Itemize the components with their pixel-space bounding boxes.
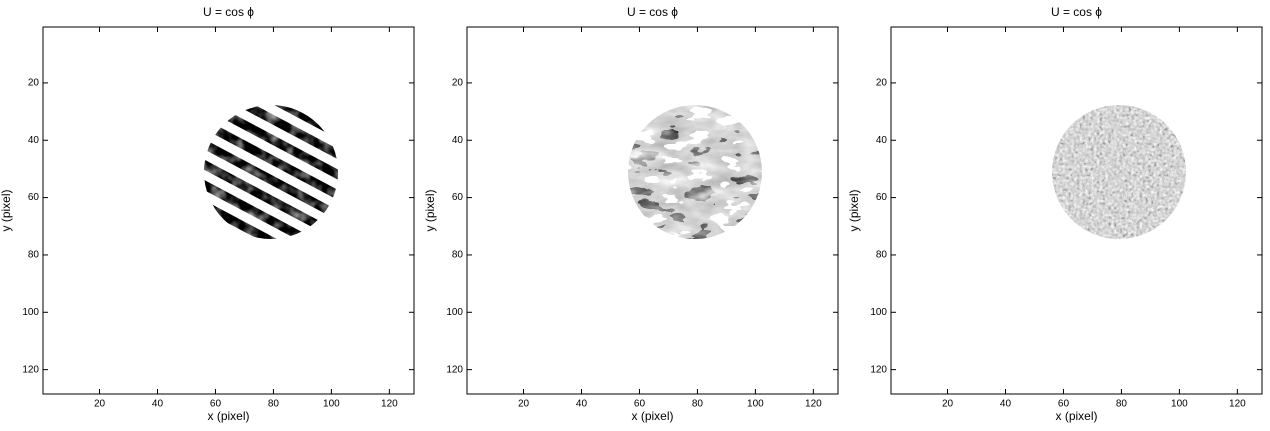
y-tick-label: 40 [452,135,464,146]
y-axis-label: y (pixel) [847,189,861,231]
y-tick-label: 60 [452,192,464,203]
x-tick-label: 60 [1058,399,1070,410]
disk-image [628,105,762,239]
x-axis-label: x (pixel) [1055,409,1097,423]
x-tick-label: 100 [747,399,764,410]
x-tick-label: 20 [94,399,106,410]
y-tick-label: 40 [28,135,40,146]
axes-box [466,26,839,395]
x-tick-label: 80 [1116,399,1128,410]
y-tick-label: 80 [28,250,40,261]
axes-box [890,26,1263,395]
x-tick-label: 20 [518,399,530,410]
disk-image [204,105,338,239]
axes-box [42,26,415,395]
x-tick-label: 100 [323,399,340,410]
chart-title: U = cos ϕ [627,5,678,19]
y-tick-label: 20 [28,78,40,89]
y-axis-label: y (pixel) [0,189,13,231]
x-tick-label: 100 [1171,399,1188,410]
x-tick-label: 120 [805,399,822,410]
y-axis-label: y (pixel) [423,189,437,231]
y-tick-label: 20 [876,78,888,89]
y-tick-label: 60 [28,192,40,203]
y-tick-label: 100 [870,307,887,318]
y-tick-label: 120 [22,364,39,375]
x-tick-label: 80 [268,399,280,410]
x-tick-label: 120 [1229,399,1246,410]
y-tick-label: 120 [446,364,463,375]
x-tick-label: 40 [152,399,164,410]
y-tick-label: 100 [446,307,463,318]
x-tick-label: 40 [576,399,588,410]
x-tick-label: 120 [381,399,398,410]
x-tick-label: 60 [634,399,646,410]
y-tick-label: 120 [870,364,887,375]
y-tick-label: 80 [452,250,464,261]
disk-image [1052,105,1186,239]
x-tick-label: 80 [692,399,704,410]
x-tick-label: 20 [942,399,954,410]
y-tick-label: 40 [876,135,888,146]
x-tick-label: 60 [210,399,222,410]
x-tick-label: 40 [1000,399,1012,410]
y-tick-label: 100 [22,307,39,318]
x-axis-label: x (pixel) [207,409,249,423]
chart-title: U = cos ϕ [203,5,254,19]
y-tick-label: 80 [876,250,888,261]
y-tick-label: 20 [452,78,464,89]
chart-title: U = cos ϕ [1051,5,1102,19]
y-tick-label: 60 [876,192,888,203]
x-axis-label: x (pixel) [631,409,673,423]
